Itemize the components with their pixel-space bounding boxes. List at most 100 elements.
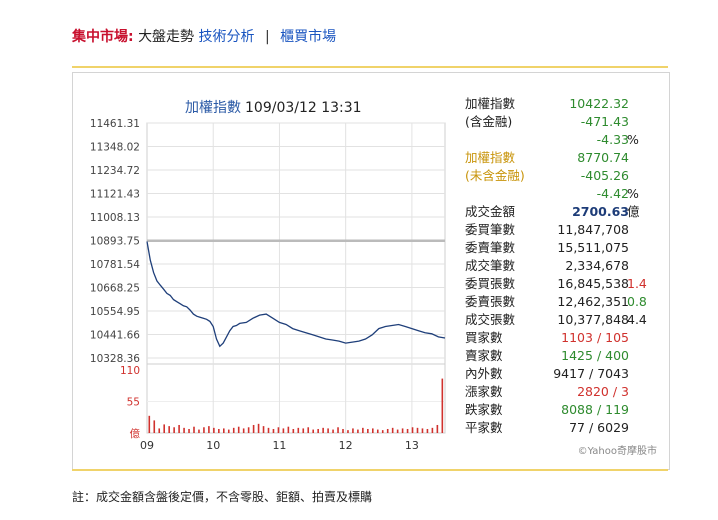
volume-bar xyxy=(173,427,175,433)
volume-bar xyxy=(391,427,394,433)
volume-bar xyxy=(168,426,170,433)
bottom-divider xyxy=(72,469,668,471)
index-line xyxy=(146,241,446,348)
info-label: 賣家數 xyxy=(465,348,503,363)
info-value: 1103 / 105 xyxy=(561,330,629,345)
x-tick-label: 11 xyxy=(272,439,286,452)
info-row: 跌家數 8088 / 119 xyxy=(465,401,665,419)
info-value: 16,845,538 xyxy=(557,276,629,291)
volume-bar xyxy=(223,428,225,433)
volume-bar xyxy=(232,427,235,433)
info-row: 漲家數 2820 / 3 xyxy=(465,383,665,401)
info-value: 2,334,678 xyxy=(565,258,629,273)
info-extra: % xyxy=(627,186,639,201)
volume-bar xyxy=(252,424,255,433)
chart-grid xyxy=(146,122,446,434)
info-label: 成交筆數 xyxy=(465,258,516,273)
info-row: -4.42% xyxy=(465,185,665,203)
volume-bar xyxy=(411,427,414,433)
volume-bar xyxy=(188,428,190,433)
info-row: 委買筆數 11,847,708 xyxy=(465,221,665,239)
otc-market-link[interactable]: 櫃買市場 xyxy=(280,29,337,45)
info-label: 委賣筆數 xyxy=(465,240,516,255)
x-tick-label: 13 xyxy=(405,439,419,452)
volume-bars xyxy=(148,378,444,433)
info-value: 1425 / 400 xyxy=(561,348,629,363)
volume-bar xyxy=(381,430,384,433)
technical-analysis-link[interactable]: 技術分析 xyxy=(198,29,255,45)
info-label: 加權指數 xyxy=(465,96,516,111)
index-chart-panel: 加權指數 109/03/12 13:31 11461.31 11348.02 1123… xyxy=(72,72,670,470)
volume-bar xyxy=(198,429,200,433)
x-tick-label: 10 xyxy=(206,439,220,452)
volume-bar xyxy=(307,427,310,433)
info-extra: 0.8 xyxy=(627,294,647,309)
volume-bar xyxy=(312,429,314,433)
volume-bar xyxy=(193,426,195,433)
y-tick-label: 10441.66 xyxy=(90,330,140,342)
volume-bar xyxy=(332,429,334,433)
volume-bar xyxy=(272,428,275,433)
info-value: -405.26 xyxy=(580,168,629,183)
volume-bar xyxy=(277,427,280,433)
market-nav: 集中市場: 大盤走勢 技術分析 | 櫃買市場 xyxy=(72,26,336,46)
volume-bar xyxy=(396,429,399,433)
info-extra: 1.4 xyxy=(627,276,647,291)
volume-bar xyxy=(247,427,250,433)
source-credit: ©Yahoo奇摩股市 xyxy=(577,446,657,457)
volume-bar xyxy=(163,424,165,433)
info-value: 2700.63 xyxy=(572,204,629,219)
chart-title: 加權指數 109/03/12 13:31 xyxy=(185,97,362,117)
info-label: 委買張數 xyxy=(465,276,516,291)
info-extra: 4.4 xyxy=(627,312,647,327)
volume-bar xyxy=(158,428,161,433)
info-row: (未含金融) -405.26 xyxy=(465,167,665,185)
footnote: 註：成交金額含盤後定價，不含零股、鉅額、拍賣及標購 xyxy=(72,490,373,504)
volume-bar xyxy=(347,430,349,433)
info-row: 買家數 1103 / 105 xyxy=(465,329,665,347)
volume-bar xyxy=(282,428,285,433)
volume-bar xyxy=(257,423,260,433)
volume-bar xyxy=(213,427,215,433)
info-row: 加權指數 8770.74 xyxy=(465,149,665,167)
info-label: 委賣張數 xyxy=(465,294,516,309)
info-value: 2820 / 3 xyxy=(577,384,629,399)
info-value: 77 / 6029 xyxy=(569,420,629,435)
volume-bar xyxy=(357,429,359,433)
volume-bar xyxy=(337,427,339,433)
market-label: 集中市場: xyxy=(72,29,134,45)
info-label: (含金融) xyxy=(465,114,513,129)
volume-bar xyxy=(218,428,220,433)
info-row: 委賣筆數 15,511,075 xyxy=(465,239,665,257)
chart-title-label: 加權指數 xyxy=(185,100,241,116)
info-label: 委買筆數 xyxy=(465,222,516,237)
volume-bar xyxy=(426,428,429,433)
volume-bar xyxy=(352,428,354,433)
info-value: -4.42 xyxy=(596,186,629,201)
x-tick-label: 09 xyxy=(140,439,154,452)
volume-bar xyxy=(267,427,270,433)
volume-bar xyxy=(302,428,305,433)
y-tick-label: 11121.43 xyxy=(90,189,140,201)
info-value: 8770.74 xyxy=(577,150,629,165)
volume-tick-label: 55 xyxy=(127,397,140,409)
volume-tick-label: 億 xyxy=(130,427,141,440)
volume-bar xyxy=(237,426,240,433)
y-tick-label: 10328.36 xyxy=(90,353,140,365)
info-value: 10422.32 xyxy=(569,96,629,111)
volume-bar xyxy=(227,429,230,433)
info-value: 15,511,075 xyxy=(557,240,629,255)
volume-bar xyxy=(416,427,419,433)
volume-bar xyxy=(342,428,344,433)
volume-bar xyxy=(242,428,245,433)
info-value: 8088 / 119 xyxy=(561,402,629,417)
volume-bar xyxy=(322,427,324,433)
y-tick-label: 11348.02 xyxy=(90,142,140,154)
info-row: 成交筆數 2,334,678 xyxy=(465,257,665,275)
info-row: 賣家數 1425 / 400 xyxy=(465,347,665,365)
info-value: 12,462,351 xyxy=(557,294,629,309)
volume-bar xyxy=(262,426,265,433)
y-tick-label: 10781.54 xyxy=(90,259,140,271)
volume-bar xyxy=(362,427,364,433)
volume-bar xyxy=(436,424,439,433)
